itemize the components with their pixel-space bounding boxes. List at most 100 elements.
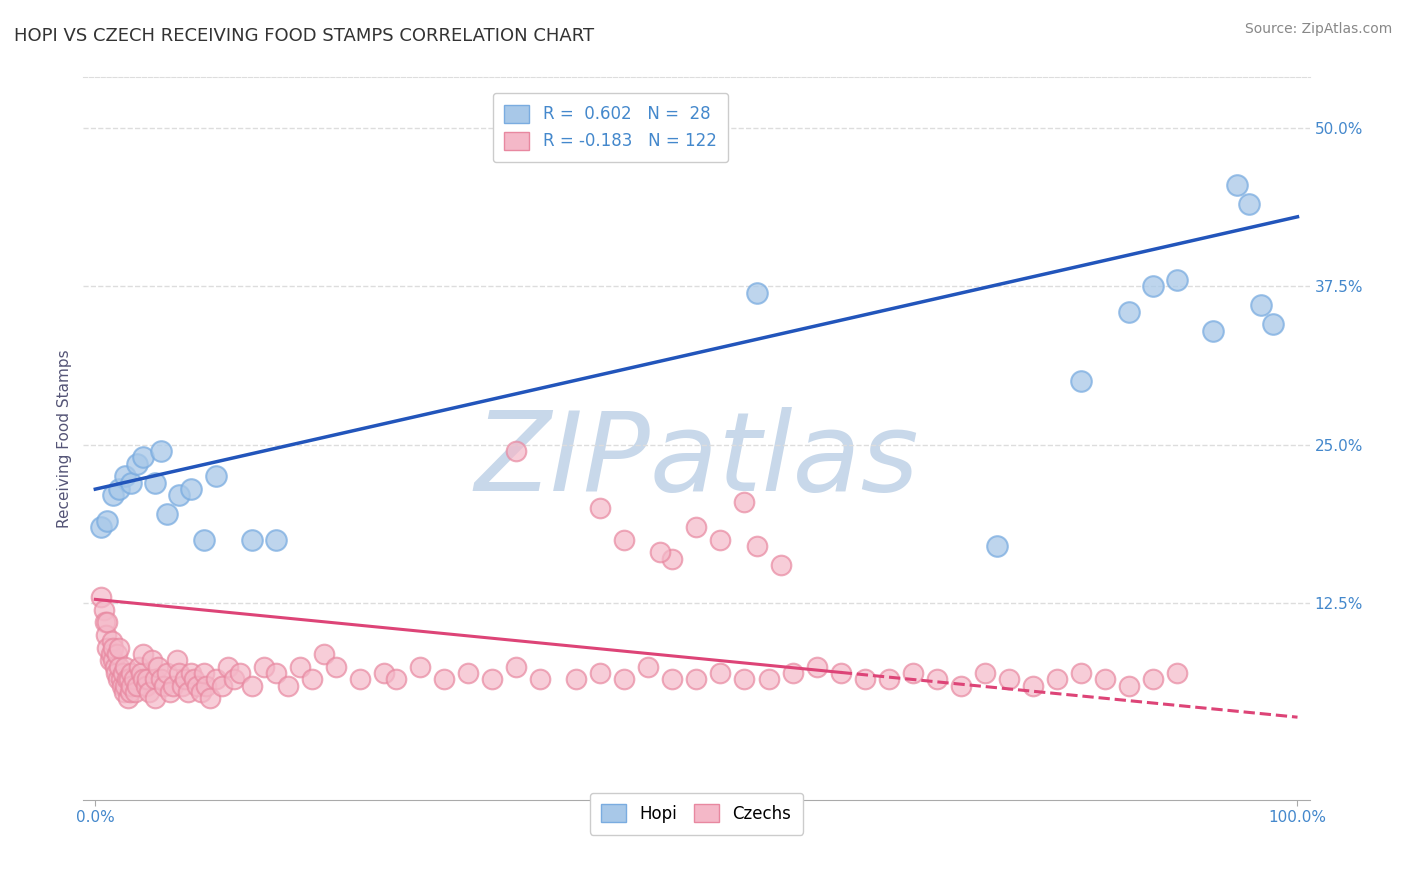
Point — [194, 679, 217, 693]
Point — [198, 691, 221, 706]
Point — [264, 665, 287, 680]
Point — [505, 659, 527, 673]
Point — [120, 665, 142, 680]
Point — [589, 665, 612, 680]
Point — [153, 679, 176, 693]
Point — [169, 665, 191, 680]
Point — [162, 679, 184, 693]
Point — [120, 685, 142, 699]
Point — [90, 590, 112, 604]
Point — [1118, 679, 1140, 693]
Point — [174, 672, 197, 686]
Point — [96, 615, 118, 629]
Point — [769, 558, 792, 573]
Point — [138, 685, 160, 699]
Point — [901, 665, 924, 680]
Point — [103, 653, 125, 667]
Point — [180, 482, 202, 496]
Point — [252, 659, 274, 673]
Point — [111, 665, 134, 680]
Point — [105, 647, 128, 661]
Point — [114, 659, 136, 673]
Point — [104, 665, 127, 680]
Point — [998, 672, 1021, 686]
Point — [589, 501, 612, 516]
Point — [135, 679, 157, 693]
Point — [120, 679, 142, 693]
Point — [115, 672, 138, 686]
Point — [108, 659, 131, 673]
Point — [145, 672, 167, 686]
Point — [1022, 679, 1045, 693]
Point — [211, 679, 233, 693]
Point — [385, 672, 408, 686]
Point — [146, 659, 169, 673]
Point — [1166, 273, 1188, 287]
Point — [96, 640, 118, 655]
Point — [183, 672, 205, 686]
Point — [685, 520, 707, 534]
Point — [94, 628, 117, 642]
Point — [264, 533, 287, 547]
Point — [830, 665, 852, 680]
Point — [156, 508, 179, 522]
Point — [103, 659, 125, 673]
Point — [433, 672, 456, 686]
Point — [120, 475, 142, 490]
Point — [986, 539, 1008, 553]
Point — [217, 659, 239, 673]
Point — [1202, 324, 1225, 338]
Point — [145, 475, 167, 490]
Point — [373, 665, 395, 680]
Point — [240, 533, 263, 547]
Point — [1046, 672, 1069, 686]
Point — [1250, 298, 1272, 312]
Point — [170, 679, 193, 693]
Point — [806, 659, 828, 673]
Point — [159, 685, 181, 699]
Point — [117, 691, 139, 706]
Point — [132, 647, 155, 661]
Point — [114, 679, 136, 693]
Point — [1070, 665, 1092, 680]
Point — [709, 533, 731, 547]
Point — [110, 672, 132, 686]
Point — [734, 672, 756, 686]
Point — [481, 672, 503, 686]
Point — [1226, 178, 1249, 193]
Text: HOPI VS CZECH RECEIVING FOOD STAMPS CORRELATION CHART: HOPI VS CZECH RECEIVING FOOD STAMPS CORR… — [14, 27, 595, 45]
Point — [457, 665, 479, 680]
Point — [1142, 672, 1164, 686]
Point — [877, 672, 900, 686]
Point — [529, 672, 551, 686]
Point — [228, 665, 250, 680]
Point — [141, 653, 163, 667]
Point — [204, 469, 226, 483]
Point — [177, 685, 200, 699]
Point — [122, 672, 145, 686]
Point — [650, 545, 672, 559]
Point — [1239, 197, 1261, 211]
Point — [312, 647, 335, 661]
Point — [1263, 318, 1285, 332]
Legend: Hopi, Czechs: Hopi, Czechs — [589, 792, 803, 835]
Point — [103, 488, 125, 502]
Point — [758, 672, 780, 686]
Point — [98, 653, 121, 667]
Point — [132, 672, 155, 686]
Point — [124, 685, 146, 699]
Point — [145, 691, 167, 706]
Point — [108, 640, 131, 655]
Point — [565, 672, 588, 686]
Point — [150, 444, 173, 458]
Point — [100, 647, 122, 661]
Point — [190, 685, 212, 699]
Point — [661, 672, 683, 686]
Point — [90, 520, 112, 534]
Point — [613, 672, 636, 686]
Point — [128, 659, 150, 673]
Point — [301, 672, 323, 686]
Point — [685, 672, 707, 686]
Point — [193, 665, 215, 680]
Point — [637, 659, 659, 673]
